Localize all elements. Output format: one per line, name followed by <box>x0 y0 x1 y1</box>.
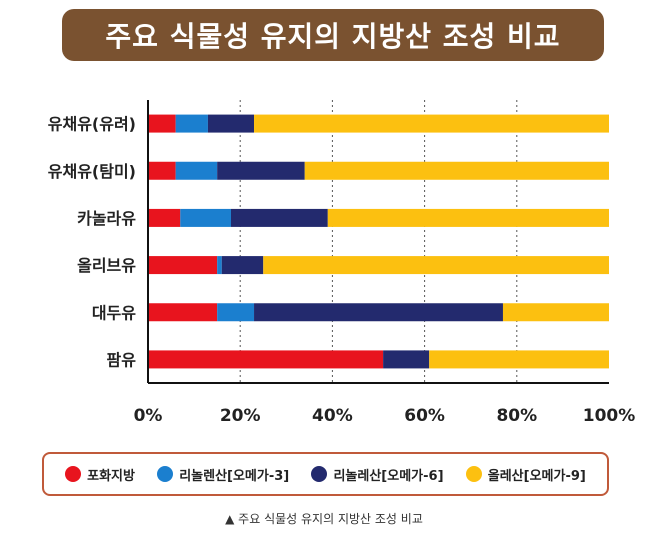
bar-segment <box>180 208 231 227</box>
legend-swatch <box>65 466 82 482</box>
bar-segment <box>230 208 328 227</box>
legend-item: 리놀렌산[오메가-3] <box>157 465 289 484</box>
legend-item: 올레산[오메가-9] <box>465 465 586 484</box>
bar-segment <box>263 256 609 275</box>
legend-label: 리놀렌산[오메가-3] <box>179 468 290 484</box>
legend: 포화지방 리놀렌산[오메가-3] 리놀레산[오메가-6] 올레산[오메가-9] <box>42 452 609 496</box>
legend-item: 리놀레산[오메가-6] <box>311 465 444 484</box>
bar-segment <box>429 350 609 369</box>
x-tick-label: 40% <box>312 406 353 426</box>
x-tick-label: 80% <box>496 406 537 426</box>
bar-segment <box>148 161 176 180</box>
legend-label: 리놀레산[오메가-6] <box>333 468 444 484</box>
category-label: 유채유(탐미) <box>48 162 136 181</box>
bar-segment <box>217 161 305 180</box>
bar-segment <box>383 350 430 369</box>
bar-segment <box>148 208 181 227</box>
bar-segment <box>254 303 503 322</box>
bar-segment <box>148 256 218 275</box>
bar-chart: 0% 20% 40% 60% 80% 100% 유채유(유려) 유채유(탐미) 카놀라유올리브유… <box>48 100 636 426</box>
axes <box>147 100 609 384</box>
bar-segment <box>327 208 609 227</box>
bar-segment <box>148 114 176 133</box>
figure-caption: ▲ 주요 식물성 유지의 지방산 조성 비교 <box>225 512 423 526</box>
bar-segment <box>304 161 609 180</box>
legend-swatch <box>465 466 482 482</box>
x-tick-label: 0% <box>134 406 163 426</box>
legend-label: 올레산[오메가-9] <box>487 468 586 484</box>
bars <box>148 114 609 369</box>
bar-segment <box>148 350 384 369</box>
legend-label: 포화지방 <box>87 468 135 484</box>
bar-segment <box>148 303 218 322</box>
chart-figure: 주요 식물성 유지의 지방산 조성 비교 0% 20% 40% 60% 80% 100% 유… <box>42 9 636 496</box>
bar-segment <box>217 303 255 322</box>
legend-swatch <box>311 466 328 482</box>
x-tick-label: 100% <box>583 406 636 426</box>
bar-segment <box>175 114 208 133</box>
legend-item: 포화지방 <box>65 465 135 484</box>
category-label: 팜유 <box>107 350 137 369</box>
bar-segment <box>207 114 255 133</box>
chart-title-banner: 주요 식물성 유지의 지방산 조성 비교 <box>62 9 604 61</box>
bar-segment <box>175 161 218 180</box>
x-tick-label: 20% <box>220 406 261 426</box>
bar-segment <box>502 303 609 322</box>
bar-segment <box>254 114 609 133</box>
grid-lines <box>239 100 518 383</box>
category-label: 카놀라유 <box>77 209 136 228</box>
bar-segment <box>221 256 264 275</box>
axis-labels: 0% 20% 40% 60% 80% 100% 유채유(유려) 유채유(탐미) 카놀라유올리브유… <box>48 115 636 426</box>
chart-title: 주요 식물성 유지의 지방산 조성 비교 <box>105 20 561 53</box>
category-label: 유채유(유려) <box>48 115 136 134</box>
x-tick-label: 60% <box>404 406 445 426</box>
bar-segment <box>217 256 222 275</box>
legend-swatch <box>157 466 174 482</box>
category-label: 올리브유 <box>77 256 136 275</box>
category-label: 대두유 <box>92 303 136 322</box>
